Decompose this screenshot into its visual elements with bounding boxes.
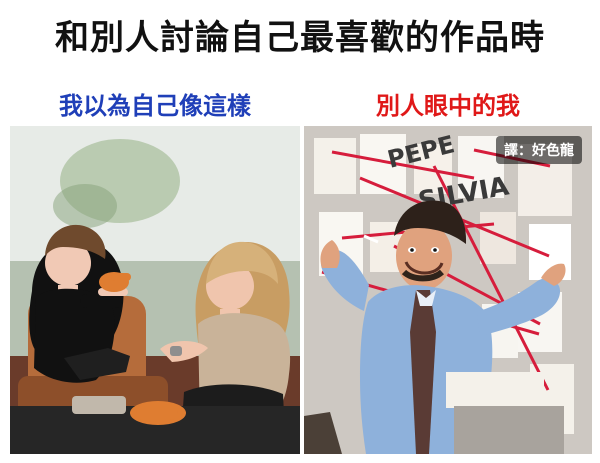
meme-title: 和別人討論自己最喜歡的作品時 (55, 18, 545, 58)
right-image-panel: PEPE SILVIA 譯：好色龍 (304, 126, 592, 454)
translator-credit: 譯：好色龍 (496, 136, 582, 164)
conspiracy-board-illustration: PEPE SILVIA (304, 126, 592, 454)
left-image-panel (10, 126, 300, 454)
two-women-conversation-illustration (10, 126, 300, 454)
right-caption: 別人眼中的我 (376, 92, 520, 120)
left-caption: 我以為自己像這樣 (59, 92, 251, 120)
